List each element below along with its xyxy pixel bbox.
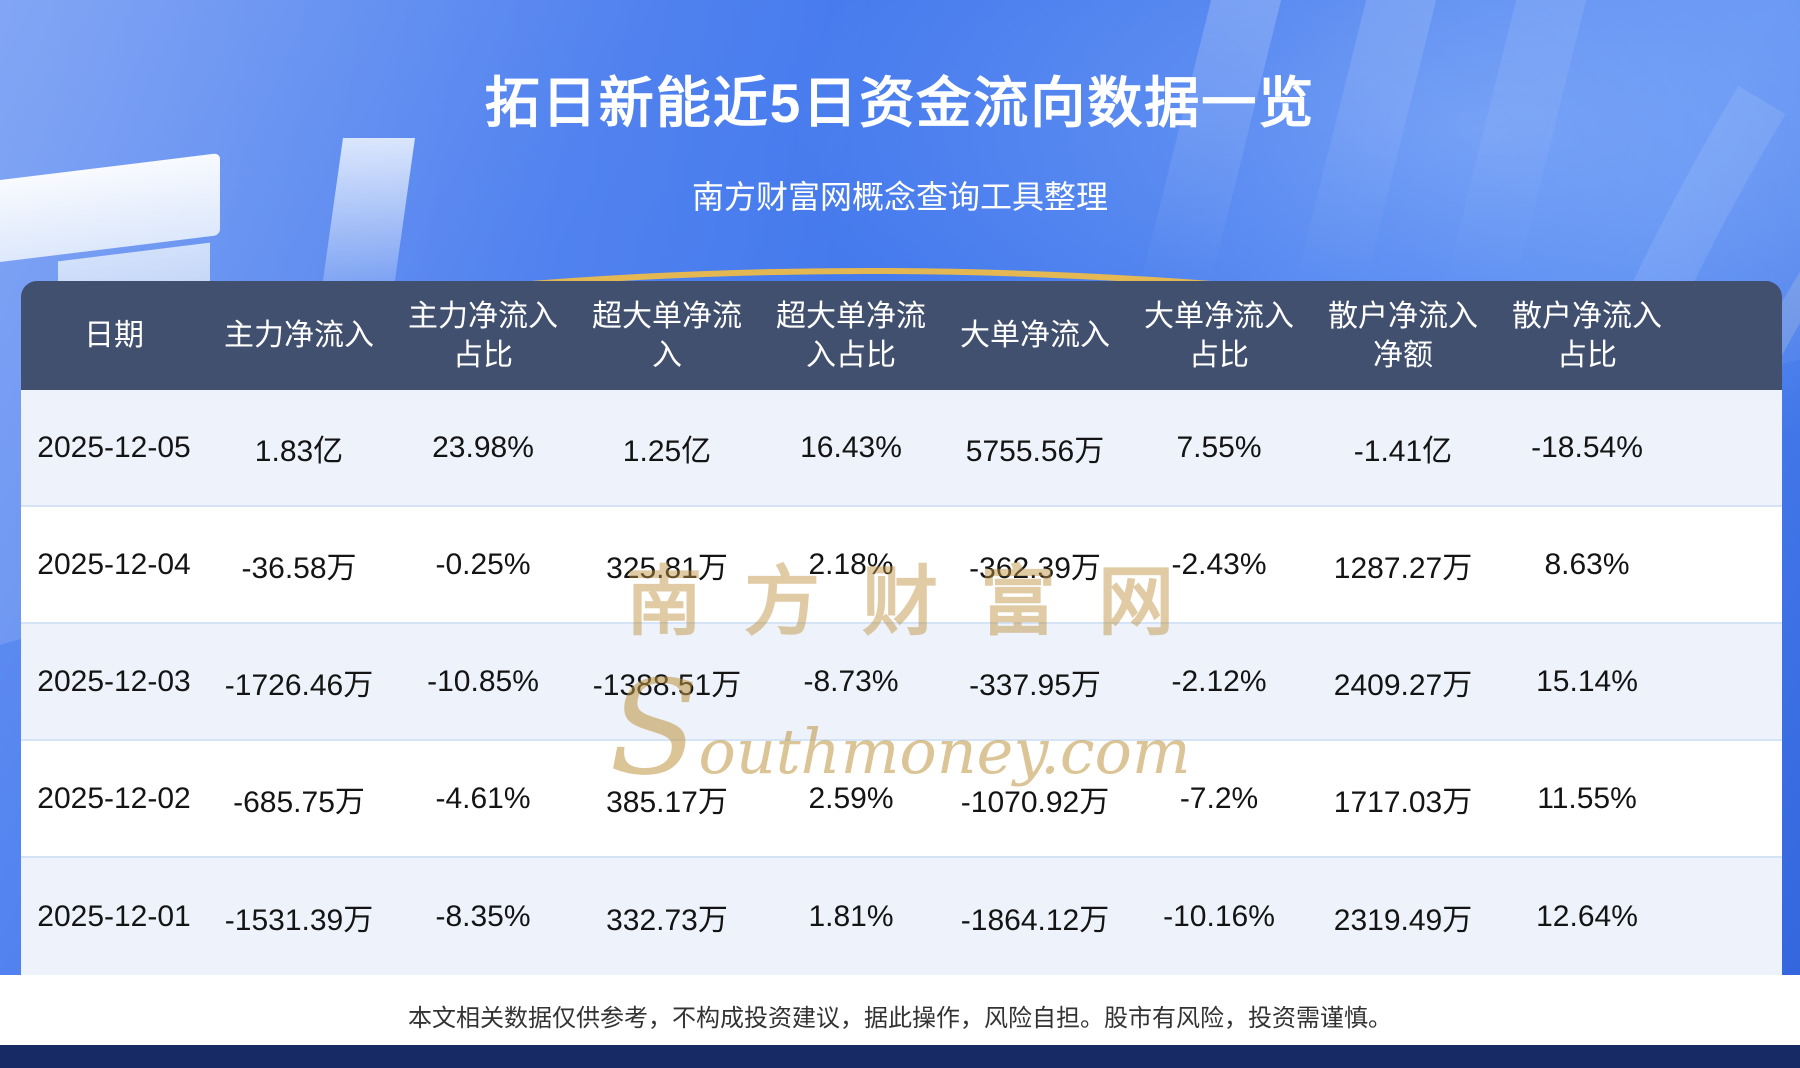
column-header-main-net-inflow-pct: 主力净流入占比 [408, 299, 558, 372]
table-cell: 12.64% [1536, 899, 1638, 933]
table-cell: 23.98% [432, 430, 534, 464]
table-cell: 1.83亿 [254, 434, 344, 468]
table-cell: 5755.56万 [965, 434, 1105, 468]
column-header-retail-net-inflow-pct: 散户净流入占比 [1512, 299, 1662, 372]
table-cell: -10.85% [427, 664, 539, 698]
table-cell: -0.25% [435, 547, 531, 581]
cell-date: 2025-12-05 [37, 430, 191, 464]
cell-date: 2025-12-04 [37, 547, 191, 581]
table-cell: -36.58万 [241, 551, 357, 585]
table-cell: -1726.46万 [224, 668, 374, 702]
table-cell: 16.43% [800, 430, 902, 464]
table-row: 2025-12-01 -1531.39万 -8.35% 332.73万 1.81… [21, 858, 1782, 975]
table-cell: 332.73万 [606, 903, 728, 937]
table-row: 2025-12-04 -36.58万 -0.25% 325.81万 2.18% … [21, 507, 1782, 624]
table-cell: 2.59% [808, 781, 894, 815]
table-row: 2025-12-03 -1726.46万 -10.85% -1388.51万 -… [21, 624, 1782, 741]
table-cell: -10.16% [1163, 899, 1275, 933]
column-header-retail-net-inflow: 散户净流入净额 [1328, 299, 1478, 372]
table-cell: 385.17万 [606, 785, 728, 819]
table-cell: -337.95万 [969, 668, 1101, 702]
column-header-date: 日期 [84, 319, 144, 352]
table-cell: -1864.12万 [960, 903, 1110, 937]
cell-date: 2025-12-03 [37, 664, 191, 698]
table-cell: -1070.92万 [960, 785, 1110, 819]
fund-flow-table: 日期 主力净流入 主力净流入占比 超大单净流入 超大单净流入占比 大单净流入 大… [21, 281, 1782, 975]
table-cell: 2409.27万 [1333, 668, 1473, 702]
table-cell: -2.12% [1171, 664, 1267, 698]
table-cell: 1.81% [808, 899, 894, 933]
table-row: 2025-12-05 1.83亿 23.98% 1.25亿 16.43% 575… [21, 390, 1782, 507]
cell-date: 2025-12-02 [37, 781, 191, 815]
table-cell: 1717.03万 [1333, 785, 1473, 819]
bottom-bar [0, 1045, 1800, 1068]
table-cell: 325.81万 [606, 551, 728, 585]
table-cell: -1388.51万 [592, 668, 742, 702]
cell-date: 2025-12-01 [37, 899, 191, 933]
page-title: 拓日新能近5日资金流向数据一览 [484, 72, 1316, 134]
table-cell: -685.75万 [233, 785, 365, 819]
page-subtitle: 南方财富网概念查询工具整理 [691, 179, 1108, 215]
table-cell: 11.55% [1537, 781, 1637, 815]
table-header-row: 日期 主力净流入 主力净流入占比 超大单净流入 超大单净流入占比 大单净流入 大… [21, 281, 1782, 390]
table-cell: 8.63% [1544, 547, 1630, 581]
column-header-large-net-inflow-pct: 大单净流入占比 [1144, 299, 1294, 372]
table-cell: -7.2% [1179, 781, 1259, 815]
table-cell: 1287.27万 [1333, 551, 1473, 585]
table-cell: 2319.49万 [1333, 903, 1473, 937]
column-header-main-net-inflow: 主力净流入 [224, 319, 374, 352]
table-cell: -8.73% [803, 664, 899, 698]
column-header-super-large-net-inflow: 超大单净流入 [592, 299, 742, 372]
table-cell: -8.35% [435, 899, 531, 933]
table-row: 2025-12-02 -685.75万 -4.61% 385.17万 2.59%… [21, 741, 1782, 858]
table-cell: -4.61% [435, 781, 531, 815]
disclaimer-text: 本文相关数据仅供参考，不构成投资建议，据此操作，风险自担。股市有风险，投资需谨慎… [408, 1004, 1392, 1032]
table-cell: 2.18% [808, 547, 894, 581]
table-cell: -362.39万 [969, 551, 1101, 585]
table-cell: 15.14% [1536, 664, 1638, 698]
table-cell: -1.41亿 [1353, 434, 1453, 468]
table-cell: 1.25亿 [622, 434, 712, 468]
footer: 本文相关数据仅供参考，不构成投资建议，据此操作，风险自担。股市有风险，投资需谨慎… [0, 975, 1800, 1045]
table-cell: -2.43% [1171, 547, 1267, 581]
table-cell: -18.54% [1531, 430, 1643, 464]
column-header-large-net-inflow: 大单净流入 [960, 319, 1110, 352]
column-header-super-large-net-inflow-pct: 超大单净流入占比 [776, 299, 926, 372]
table-cell: 7.55% [1176, 430, 1262, 464]
table-cell: -1531.39万 [224, 903, 374, 937]
